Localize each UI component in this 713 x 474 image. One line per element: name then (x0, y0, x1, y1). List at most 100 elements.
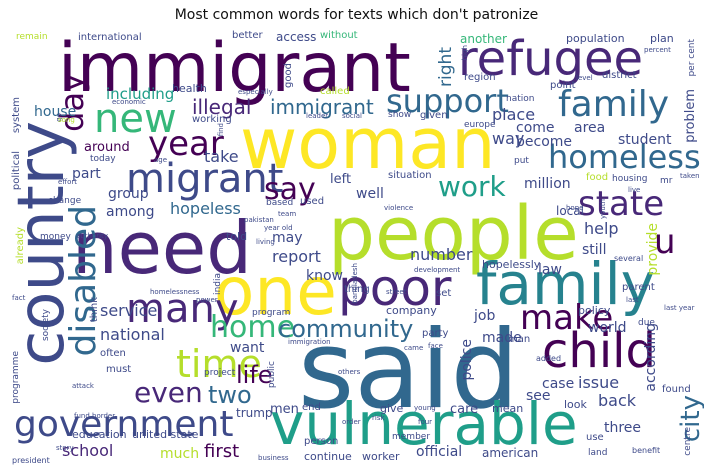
word-year: year (148, 124, 224, 164)
word-president: president (12, 456, 50, 465)
word-poor: poor (338, 259, 452, 317)
word-right: right (436, 47, 456, 87)
word-border: border (92, 412, 116, 420)
word-benefit: benefit (632, 446, 661, 455)
word-three: three (604, 420, 642, 436)
word-high: high (461, 45, 469, 61)
word-called: called (320, 86, 350, 97)
word-new: new (94, 96, 177, 142)
word-service: service (100, 301, 158, 320)
word-age: age (154, 156, 168, 164)
word-left: left (330, 172, 352, 187)
word-law: law (538, 262, 562, 278)
word-used: used (300, 196, 325, 207)
word-home: home (210, 310, 296, 345)
word-fund: fund (74, 412, 90, 420)
word-back: back (598, 391, 637, 410)
word-plan: plan (650, 32, 674, 45)
word-risk: risk (372, 414, 385, 422)
word-area: area (574, 120, 606, 136)
word-immigration: immigration (288, 338, 331, 346)
word-authority: authority (76, 232, 108, 240)
word-give: give (380, 402, 404, 415)
word-taken: taken (680, 172, 700, 180)
word-public: public (267, 361, 277, 389)
word-set: set (436, 288, 452, 299)
word-still: still (582, 242, 607, 258)
word-man: man (508, 334, 531, 345)
word-remain: remain (16, 32, 48, 42)
word-access: access (276, 30, 317, 44)
word-national: national (100, 325, 165, 344)
word-based: based (266, 198, 294, 208)
word-population: population (566, 32, 625, 45)
word-mean: mean (492, 402, 524, 415)
chart-title: Most common words for texts which don't … (174, 7, 539, 23)
word-centre: centre (683, 427, 693, 456)
word-care: care (450, 402, 479, 417)
word-provide: provide (645, 223, 661, 276)
word-need: need (72, 206, 252, 290)
word-local: local (556, 204, 584, 218)
word-two: two (208, 381, 252, 409)
word-report: report (272, 247, 321, 266)
word-money: money (40, 232, 71, 242)
word-housing: housing (612, 174, 648, 184)
word-school: school (62, 441, 114, 460)
word-another: another (460, 32, 507, 46)
word-immigrant-small: immigrant (270, 95, 374, 119)
word-child: child (542, 323, 656, 379)
word-government: government (14, 404, 234, 445)
word-live: live (628, 186, 641, 194)
word-immigrant: immigrant (58, 29, 411, 108)
word-team: team (278, 210, 297, 218)
word-work: work (438, 170, 506, 203)
word-mr: mr (660, 176, 673, 186)
word-case: case (542, 376, 575, 392)
word-parent: parent (622, 282, 655, 293)
word-hopeless: hopeless (170, 199, 241, 218)
word-good: good (283, 63, 294, 88)
word-first: first (204, 441, 240, 462)
word-official: official (416, 444, 463, 460)
word-order: order (342, 418, 361, 426)
word-policy: policy (578, 304, 611, 317)
word-among: among (106, 204, 155, 220)
word-young: young (414, 404, 436, 412)
word-party: party (422, 328, 449, 339)
word-including: including (106, 85, 175, 103)
word-due: due (638, 318, 655, 328)
word-working: working (192, 114, 232, 125)
word-health: health (172, 82, 207, 95)
word-hope: hope (566, 204, 584, 212)
word-student: student (618, 132, 672, 148)
word-illegal: illegal (192, 95, 252, 119)
word-worker: worker (362, 450, 400, 463)
word-must: must (106, 364, 132, 375)
word-issue: issue (578, 373, 620, 392)
word-better: better (232, 30, 263, 41)
word-bangladesh: bangladesh (351, 263, 359, 304)
word-effort: effort (58, 178, 78, 186)
word-last: last (626, 296, 639, 304)
word-homeless: homeless (548, 138, 701, 176)
word-attack: attack (72, 382, 94, 390)
word-family-small: family (558, 84, 670, 125)
word-often: often (100, 348, 126, 359)
word-region: region (464, 72, 496, 83)
word-last-year: last year (664, 304, 695, 312)
word-house: house (34, 104, 77, 120)
word-well: well (356, 186, 384, 202)
word-think: think (89, 297, 100, 323)
word-change: change (48, 196, 82, 206)
word-district: district (602, 70, 637, 81)
word-place: place (492, 105, 536, 124)
word-refugee: refugee (458, 31, 644, 87)
word-company: company (386, 304, 437, 317)
word-nation: nation (506, 94, 535, 104)
word-society: society (41, 309, 51, 342)
word-youth: youth (599, 199, 607, 220)
word-leader: leader (306, 112, 329, 120)
word-percent: percent (644, 46, 671, 54)
word-community: community (278, 315, 414, 343)
